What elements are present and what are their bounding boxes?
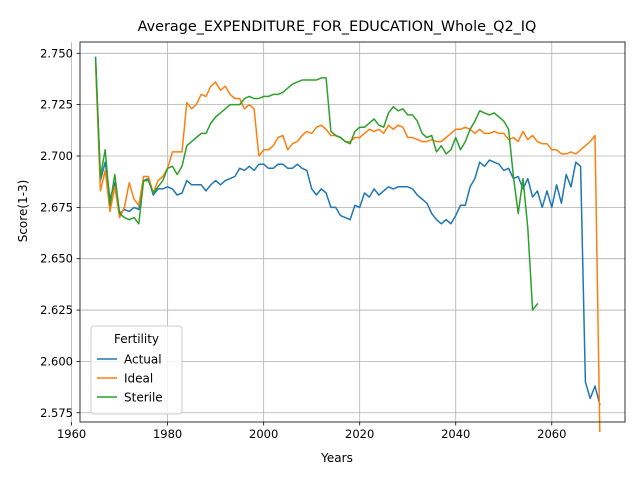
series-line-ideal (94, 62, 601, 432)
plot-frame (79, 41, 626, 423)
series-line-actual (94, 56, 601, 406)
y-tick-label: 2.600 (40, 354, 73, 368)
legend-label-ideal: Ideal (124, 372, 153, 386)
y-axis-label: Score(1-3) (16, 180, 30, 243)
legend: Fertility Actual Ideal Sterile (90, 325, 183, 415)
x-axis-label: Years (320, 451, 353, 465)
series-line-sterile (94, 58, 539, 311)
plot-series (94, 56, 601, 432)
x-tick-label: 2040 (441, 427, 470, 441)
chart-title: Average_EXPENDITURE_FOR_EDUCATION_Whole_… (138, 19, 537, 35)
y-tick-label: 2.675 (40, 200, 73, 214)
y-tick-label: 2.725 (40, 98, 73, 112)
y-tick-label: 2.750 (40, 46, 73, 60)
x-tick-label: 2060 (537, 427, 566, 441)
legend-box (90, 325, 183, 415)
x-tick-label: 2020 (345, 427, 374, 441)
y-tick-label: 2.700 (40, 149, 73, 163)
y-tick-label: 2.650 (40, 252, 73, 266)
legend-title: Fertility (114, 332, 159, 346)
y-tick-label: 2.575 (40, 406, 73, 420)
x-tick-label: 1980 (153, 427, 182, 441)
y-tick-label: 2.625 (40, 303, 73, 317)
x-tick-label: 2000 (249, 427, 278, 441)
legend-label-actual: Actual (124, 353, 162, 367)
legend-label-sterile: Sterile (124, 391, 163, 405)
y-axis: 2.575 2.600 2.625 2.650 2.675 2.700 2.725 2.750 (40, 46, 80, 420)
x-tick-label: 1960 (57, 427, 86, 441)
x-axis: 1960 1980 2000 2020 2040 2060 (57, 422, 566, 441)
